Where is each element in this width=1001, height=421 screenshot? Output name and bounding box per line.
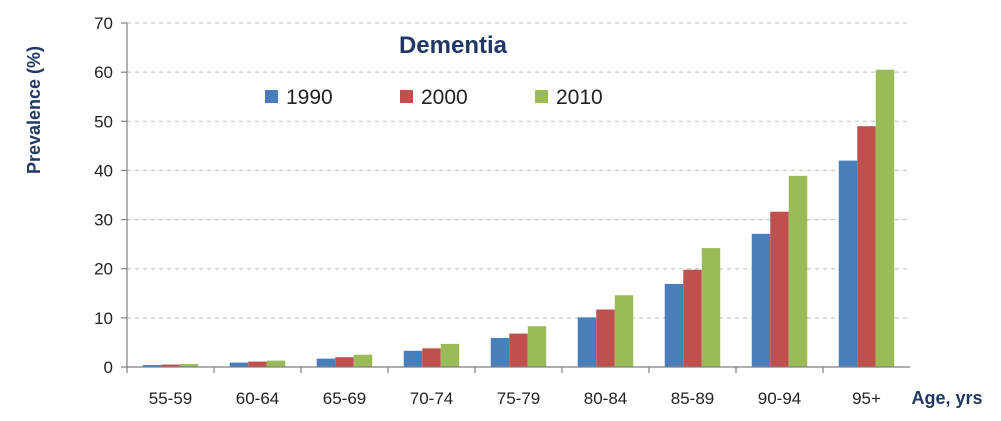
y-tick-label: 50: [94, 112, 113, 131]
bar-2010-70-74: [440, 343, 460, 367]
bar-2000-75-79: [509, 333, 528, 367]
y-tick-label: 70: [94, 14, 113, 33]
bar-2010-85-89: [701, 248, 721, 367]
bar-2000-80-84: [596, 309, 615, 367]
y-tick-label: 10: [94, 309, 113, 328]
y-axis-label: Prevalence (%): [24, 46, 44, 174]
x-tick-label: 70-74: [410, 389, 453, 408]
bar-2010-75-79: [527, 326, 547, 367]
bars: [142, 69, 895, 367]
bar-2000-90-94: [770, 211, 789, 367]
x-tick-label: 65-69: [323, 389, 366, 408]
gridlines: [127, 22, 910, 319]
bar-2010-80-84: [614, 295, 634, 367]
axes: [126, 23, 910, 368]
y-tick-labels: 0 10 20 30 40 50 60 70: [94, 14, 127, 377]
bar-1990-80-84: [577, 317, 597, 367]
bar-2010-90-94: [788, 175, 808, 367]
bar-2000-85-89: [683, 269, 702, 367]
x-tick-label: 90-94: [758, 389, 801, 408]
legend-label-2010: 2010: [556, 86, 603, 109]
bar-1990-90-94: [751, 233, 771, 367]
x-tick-label: 60-64: [236, 389, 279, 408]
y-tick-label: 0: [104, 358, 113, 377]
bar-1990-75-79: [490, 338, 510, 367]
bar-2010-65-69: [353, 354, 373, 367]
y-tick-label: 30: [94, 211, 113, 230]
bar-2000-95+: [857, 126, 876, 367]
x-axis-label: Age, yrs: [911, 388, 982, 408]
bar-2000-55-59: [161, 364, 180, 367]
bar-1990-70-74: [403, 350, 423, 367]
x-tick-label: 55-59: [149, 389, 192, 408]
x-tick-label: 75-79: [497, 389, 540, 408]
chart-title: Dementia: [399, 32, 508, 59]
legend-swatch-2000: [400, 90, 413, 103]
y-tick-label: 60: [94, 63, 113, 82]
legend: 1990 2000 2010: [265, 86, 603, 109]
bar-1990-65-69: [316, 358, 336, 367]
x-tick-labels: 55-59 60-64 65-69 70-74 75-79 80-84 85-89 90-94…: [126, 367, 881, 408]
x-tick-label: 95+: [852, 389, 881, 408]
bar-2010-55-59: [179, 364, 199, 367]
bar-2000-70-74: [422, 348, 441, 367]
x-tick-label: 80-84: [584, 389, 627, 408]
legend-swatch-1990: [265, 90, 278, 103]
bar-1990-95+: [838, 160, 858, 367]
bar-1990-60-64: [229, 362, 249, 367]
y-tick-label: 20: [94, 260, 113, 279]
bar-2010-95+: [875, 69, 895, 367]
bar-2010-60-64: [266, 360, 286, 367]
legend-label-2000: 2000: [421, 86, 468, 109]
bar-2000-65-69: [335, 357, 354, 367]
legend-label-1990: 1990: [286, 86, 333, 109]
bar-1990-85-89: [664, 283, 684, 367]
x-tick-label: 85-89: [671, 389, 714, 408]
legend-swatch-2010: [535, 90, 548, 103]
y-tick-label: 40: [94, 161, 113, 180]
bar-1990-55-59: [142, 365, 162, 367]
bar-2000-60-64: [248, 361, 267, 367]
